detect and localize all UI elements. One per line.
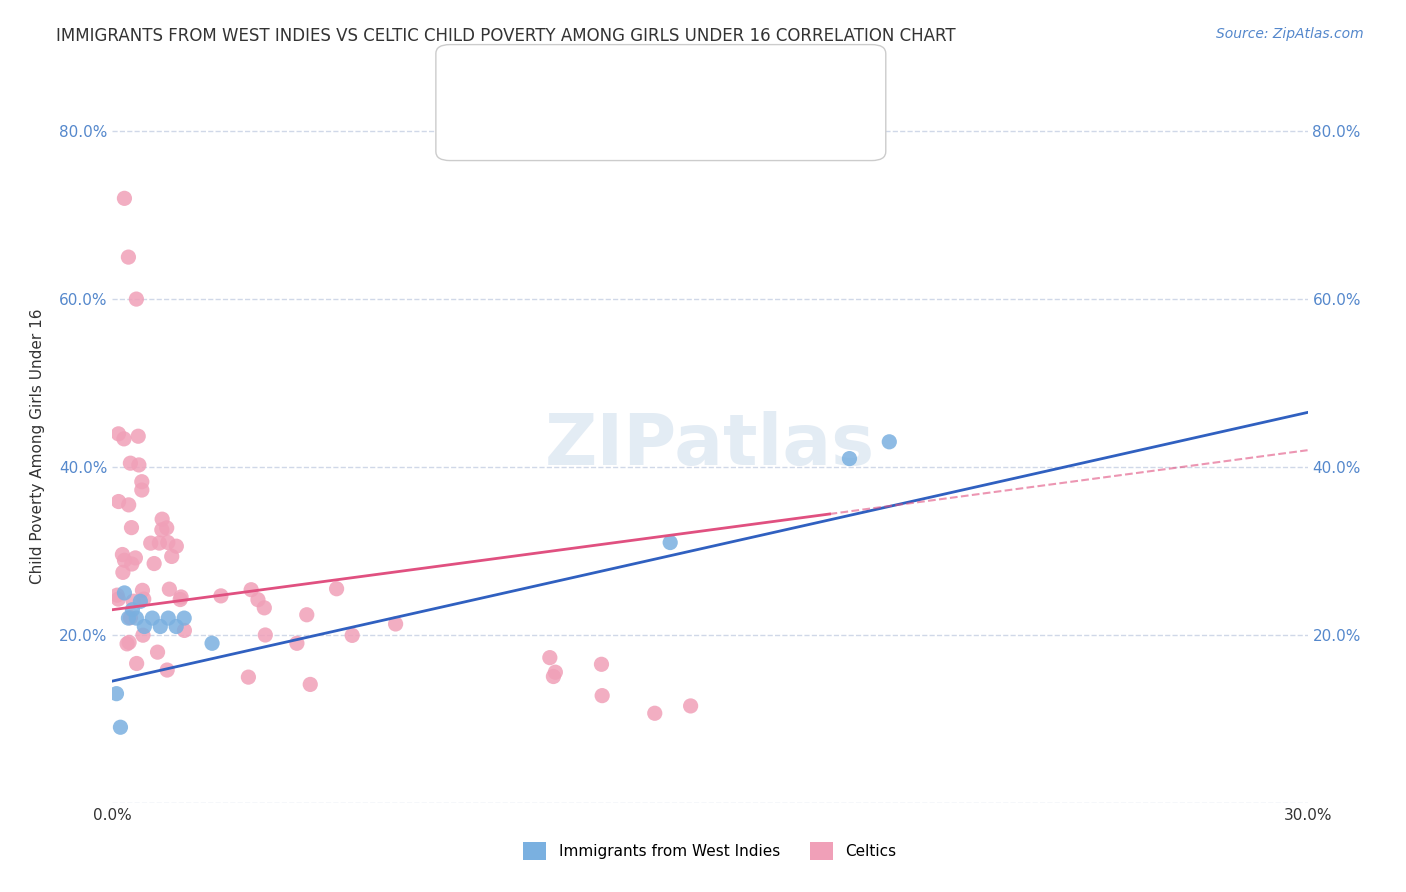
Point: [124, 550, 146, 565]
Point: [253, 600, 276, 615]
Point: [107, 592, 129, 607]
Point: [173, 611, 195, 625]
Y-axis label: Child Poverty Among Girls Under 16: Child Poverty Among Girls Under 16: [31, 309, 45, 583]
Text: IMMIGRANTS FROM WEST INDIES VS CELTIC CHILD POVERTY AMONG GIRLS UNDER 16 CORRELA: IMMIGRANTS FROM WEST INDIES VS CELTIC CH…: [56, 27, 956, 45]
Point: [114, 191, 135, 205]
Point: [111, 566, 134, 580]
Point: [128, 458, 150, 472]
Text: N =: N =: [583, 51, 617, 65]
Text: Source: ZipAtlas.com: Source: ZipAtlas.com: [1216, 27, 1364, 41]
Point: [160, 549, 183, 564]
Point: [295, 607, 318, 622]
Point: [679, 698, 702, 713]
Point: [325, 582, 347, 596]
Point: [165, 539, 187, 553]
Point: [120, 456, 142, 470]
Point: [240, 582, 263, 597]
Point: [110, 720, 132, 734]
Point: [543, 669, 565, 683]
Point: [246, 592, 269, 607]
Point: [125, 611, 148, 625]
Point: [165, 619, 187, 633]
Point: [105, 588, 128, 602]
Point: [146, 645, 169, 659]
Point: [170, 590, 193, 604]
Point: [150, 512, 173, 526]
Point: [107, 494, 129, 508]
Legend: Immigrants from West Indies, Celtics: Immigrants from West Indies, Celtics: [517, 836, 903, 866]
Point: [201, 636, 224, 650]
Point: [141, 611, 163, 625]
Point: [156, 663, 179, 677]
Point: [117, 250, 139, 264]
Point: [285, 636, 308, 650]
Point: [117, 611, 139, 625]
Point: [129, 594, 152, 608]
Point: [111, 548, 134, 562]
Text: R =: R =: [492, 51, 526, 65]
Point: [122, 594, 145, 608]
Text: N =: N =: [583, 109, 617, 123]
Point: [838, 451, 860, 466]
Point: [120, 610, 142, 624]
Point: [114, 553, 136, 567]
Point: [169, 592, 191, 607]
Point: [209, 589, 232, 603]
Point: [121, 557, 143, 571]
Point: [877, 434, 901, 449]
Point: [538, 650, 561, 665]
Point: [134, 619, 156, 633]
Point: [115, 637, 138, 651]
Point: [156, 521, 179, 535]
Point: [659, 535, 682, 549]
Point: [591, 689, 613, 703]
Point: [544, 665, 567, 680]
Point: [127, 429, 149, 443]
Text: 59: 59: [616, 109, 637, 123]
Point: [118, 635, 141, 649]
Point: [157, 582, 180, 596]
Point: [118, 498, 141, 512]
Point: [139, 536, 162, 550]
Point: [173, 624, 195, 638]
Point: [131, 483, 153, 497]
Point: [132, 628, 155, 642]
Text: 0.734: 0.734: [523, 51, 571, 65]
Point: [254, 628, 277, 642]
Point: [238, 670, 260, 684]
Point: [114, 586, 135, 600]
Point: [644, 706, 666, 721]
Point: [143, 557, 166, 571]
Point: [105, 687, 128, 701]
Text: 17: 17: [616, 51, 637, 65]
Point: [299, 677, 322, 691]
Point: [121, 521, 143, 535]
Text: ZIPatlas: ZIPatlas: [546, 411, 875, 481]
Point: [148, 536, 170, 550]
Point: [384, 617, 406, 632]
Point: [150, 523, 173, 537]
Point: [112, 432, 135, 446]
Point: [157, 611, 180, 625]
Point: [131, 583, 153, 598]
Point: [156, 535, 179, 549]
Text: R =: R =: [492, 109, 526, 123]
Point: [340, 628, 363, 642]
Point: [149, 619, 172, 633]
Point: [121, 603, 143, 617]
Text: 0.158: 0.158: [523, 109, 571, 123]
Point: [131, 475, 153, 489]
Point: [125, 657, 148, 671]
Point: [125, 292, 148, 306]
Point: [132, 592, 155, 607]
Point: [107, 426, 129, 441]
Point: [591, 657, 613, 672]
